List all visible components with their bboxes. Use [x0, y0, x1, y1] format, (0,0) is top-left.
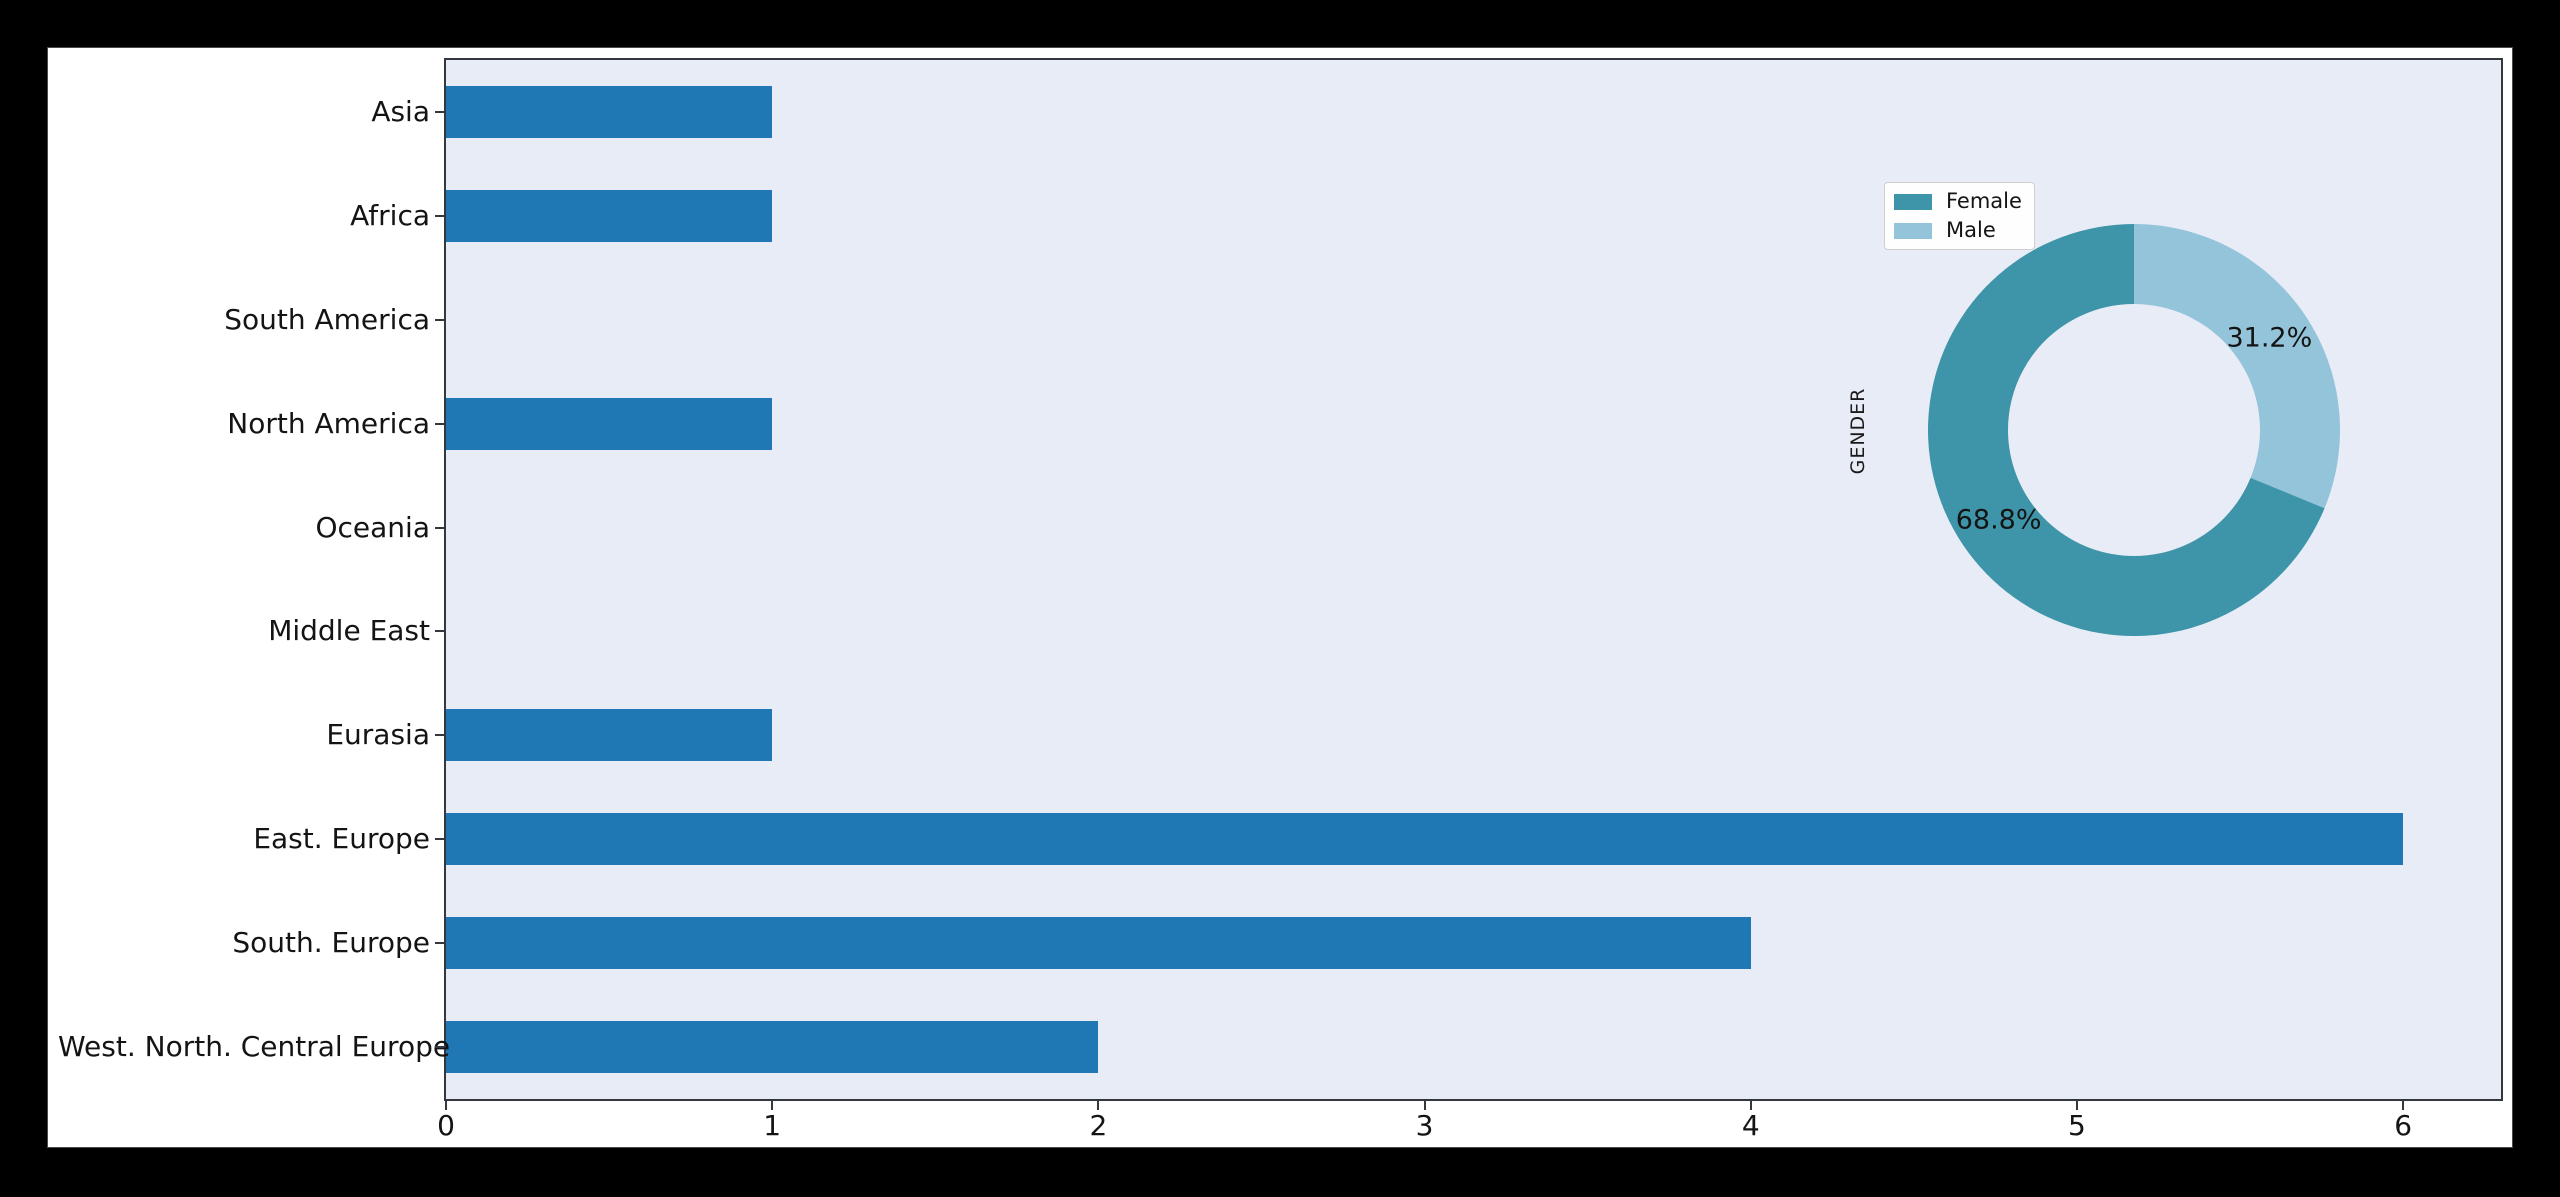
x-tick-label: 3 [1415, 1109, 1434, 1142]
pie-slice-male [2134, 224, 2341, 509]
y-tick-mark [435, 526, 444, 529]
bar-category-label: Africa [350, 198, 430, 232]
bar-category-label: Asia [371, 94, 430, 128]
bar-category-label: Eurasia [326, 718, 430, 752]
x-tick-label: 5 [2068, 1109, 2086, 1142]
bar-south-europe [446, 917, 1751, 970]
bar-chart: 31.2% 68.8% Female Male GENDER [446, 60, 2501, 1099]
x-tick-mark [771, 1101, 774, 1110]
y-tick-mark [435, 942, 444, 945]
x-tick-label: 4 [1741, 1109, 1760, 1142]
bar-category-label: West. North. Central Europe [58, 1030, 451, 1064]
bar-category-label: Middle East [268, 614, 430, 648]
y-tick-mark [435, 838, 444, 841]
x-tick-label: 6 [2394, 1109, 2413, 1142]
y-tick-mark [435, 630, 444, 633]
gender-donut-chart: 31.2% 68.8% [1928, 224, 2341, 636]
y-tick-mark [435, 1046, 444, 1049]
pie-ylabel: GENDER [1847, 387, 1869, 475]
legend-swatch-male [1894, 222, 1932, 239]
x-tick-label: 1 [763, 1109, 782, 1142]
y-tick-mark [435, 110, 444, 113]
legend-label: Male [1946, 218, 1996, 242]
y-tick-mark [435, 318, 444, 321]
pie-pct-label-male: 31.2% [2226, 323, 2312, 354]
bar-category-label: Oceania [315, 510, 430, 544]
bar-east-europe [446, 813, 2404, 866]
pie-slice-female [1928, 224, 2325, 636]
x-tick-mark [2075, 1101, 2078, 1110]
legend-swatch-female [1894, 193, 1932, 210]
x-tick-label: 0 [437, 1109, 455, 1142]
bar-africa [446, 189, 773, 242]
x-tick-mark [1423, 1101, 1426, 1110]
bar-category-label: South. Europe [232, 926, 430, 960]
bar-asia [446, 85, 773, 138]
legend-label: Female [1946, 189, 2022, 213]
x-tick-mark [445, 1101, 447, 1110]
y-tick-mark [435, 734, 444, 737]
pie-pct-label-female: 68.8% [1956, 504, 2042, 535]
x-tick-mark [2402, 1101, 2405, 1110]
x-tick-mark [1097, 1101, 1100, 1110]
bar-north-america [446, 397, 773, 450]
y-tick-mark [435, 214, 444, 217]
bar-category-label: East. Europe [253, 822, 430, 856]
legend-item-female: Female [1894, 191, 2022, 212]
x-tick-mark [1749, 1101, 1752, 1110]
plot-area: 31.2% 68.8% Female Male GENDER [444, 58, 2503, 1101]
bar-eurasia [446, 709, 773, 762]
x-tick-label: 2 [1089, 1109, 1108, 1142]
figure: 31.2% 68.8% Female Male GENDER Asia Africa So… [47, 47, 2513, 1148]
bar-category-label: North America [227, 406, 430, 440]
legend-item-male: Male [1894, 220, 2022, 241]
bar-west-north-central-europe [446, 1021, 1099, 1074]
y-tick-mark [435, 422, 444, 425]
pie-legend: Female Male [1884, 182, 2035, 250]
bar-category-label: South America [224, 302, 430, 336]
